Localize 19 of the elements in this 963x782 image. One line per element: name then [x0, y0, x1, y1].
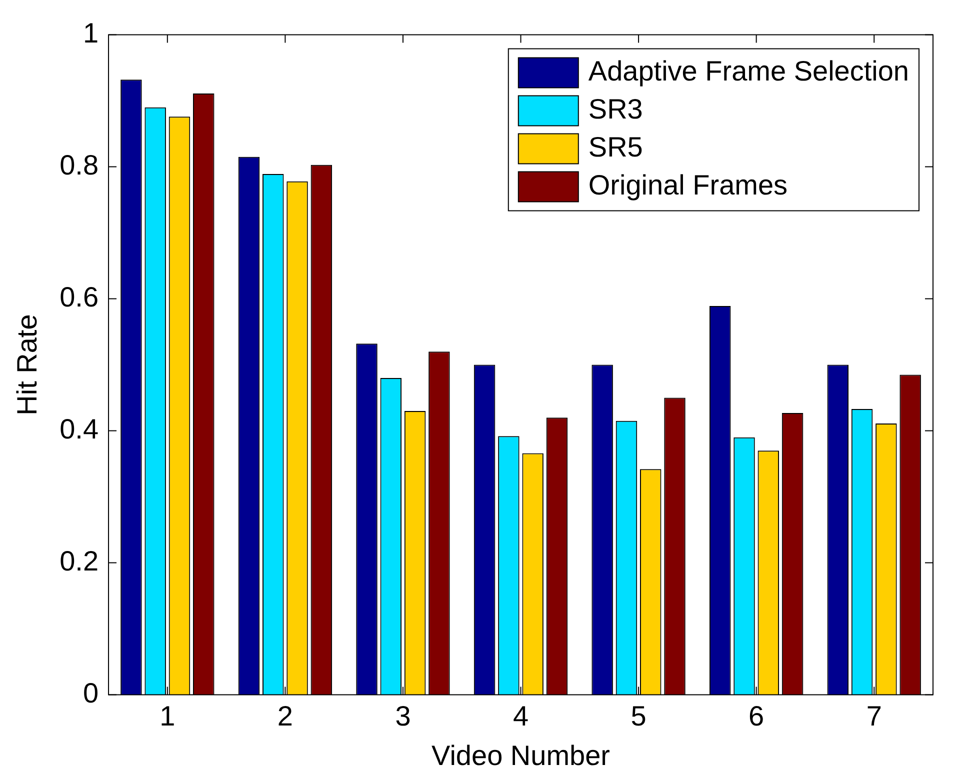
legend-label: Original Frames: [588, 170, 788, 201]
x-tick-label: 1: [160, 700, 176, 732]
y-tick-label: 1: [82, 18, 99, 49]
y-tick-label: 0.4: [60, 414, 99, 445]
y-tick-label: 0.6: [60, 282, 99, 313]
legend-label: SR5: [588, 132, 643, 163]
y-tick-label: 0.2: [60, 546, 99, 577]
legend-label: SR3: [588, 94, 643, 125]
x-tick-label: 6: [748, 700, 764, 732]
x-tick-label: 3: [395, 700, 411, 732]
x-tick-label: 2: [277, 700, 293, 732]
y-axis-title: Hit Rate: [12, 314, 43, 416]
x-tick-label: 7: [866, 700, 882, 732]
y-tick-label: 0: [82, 678, 99, 709]
x-tick-label: 4: [512, 700, 529, 732]
legend-label: Adaptive Frame Selection: [588, 56, 910, 87]
x-axis-title: Video Number: [432, 740, 610, 771]
y-tick-label: 0.8: [60, 150, 99, 181]
x-tick-label: 5: [630, 700, 646, 732]
